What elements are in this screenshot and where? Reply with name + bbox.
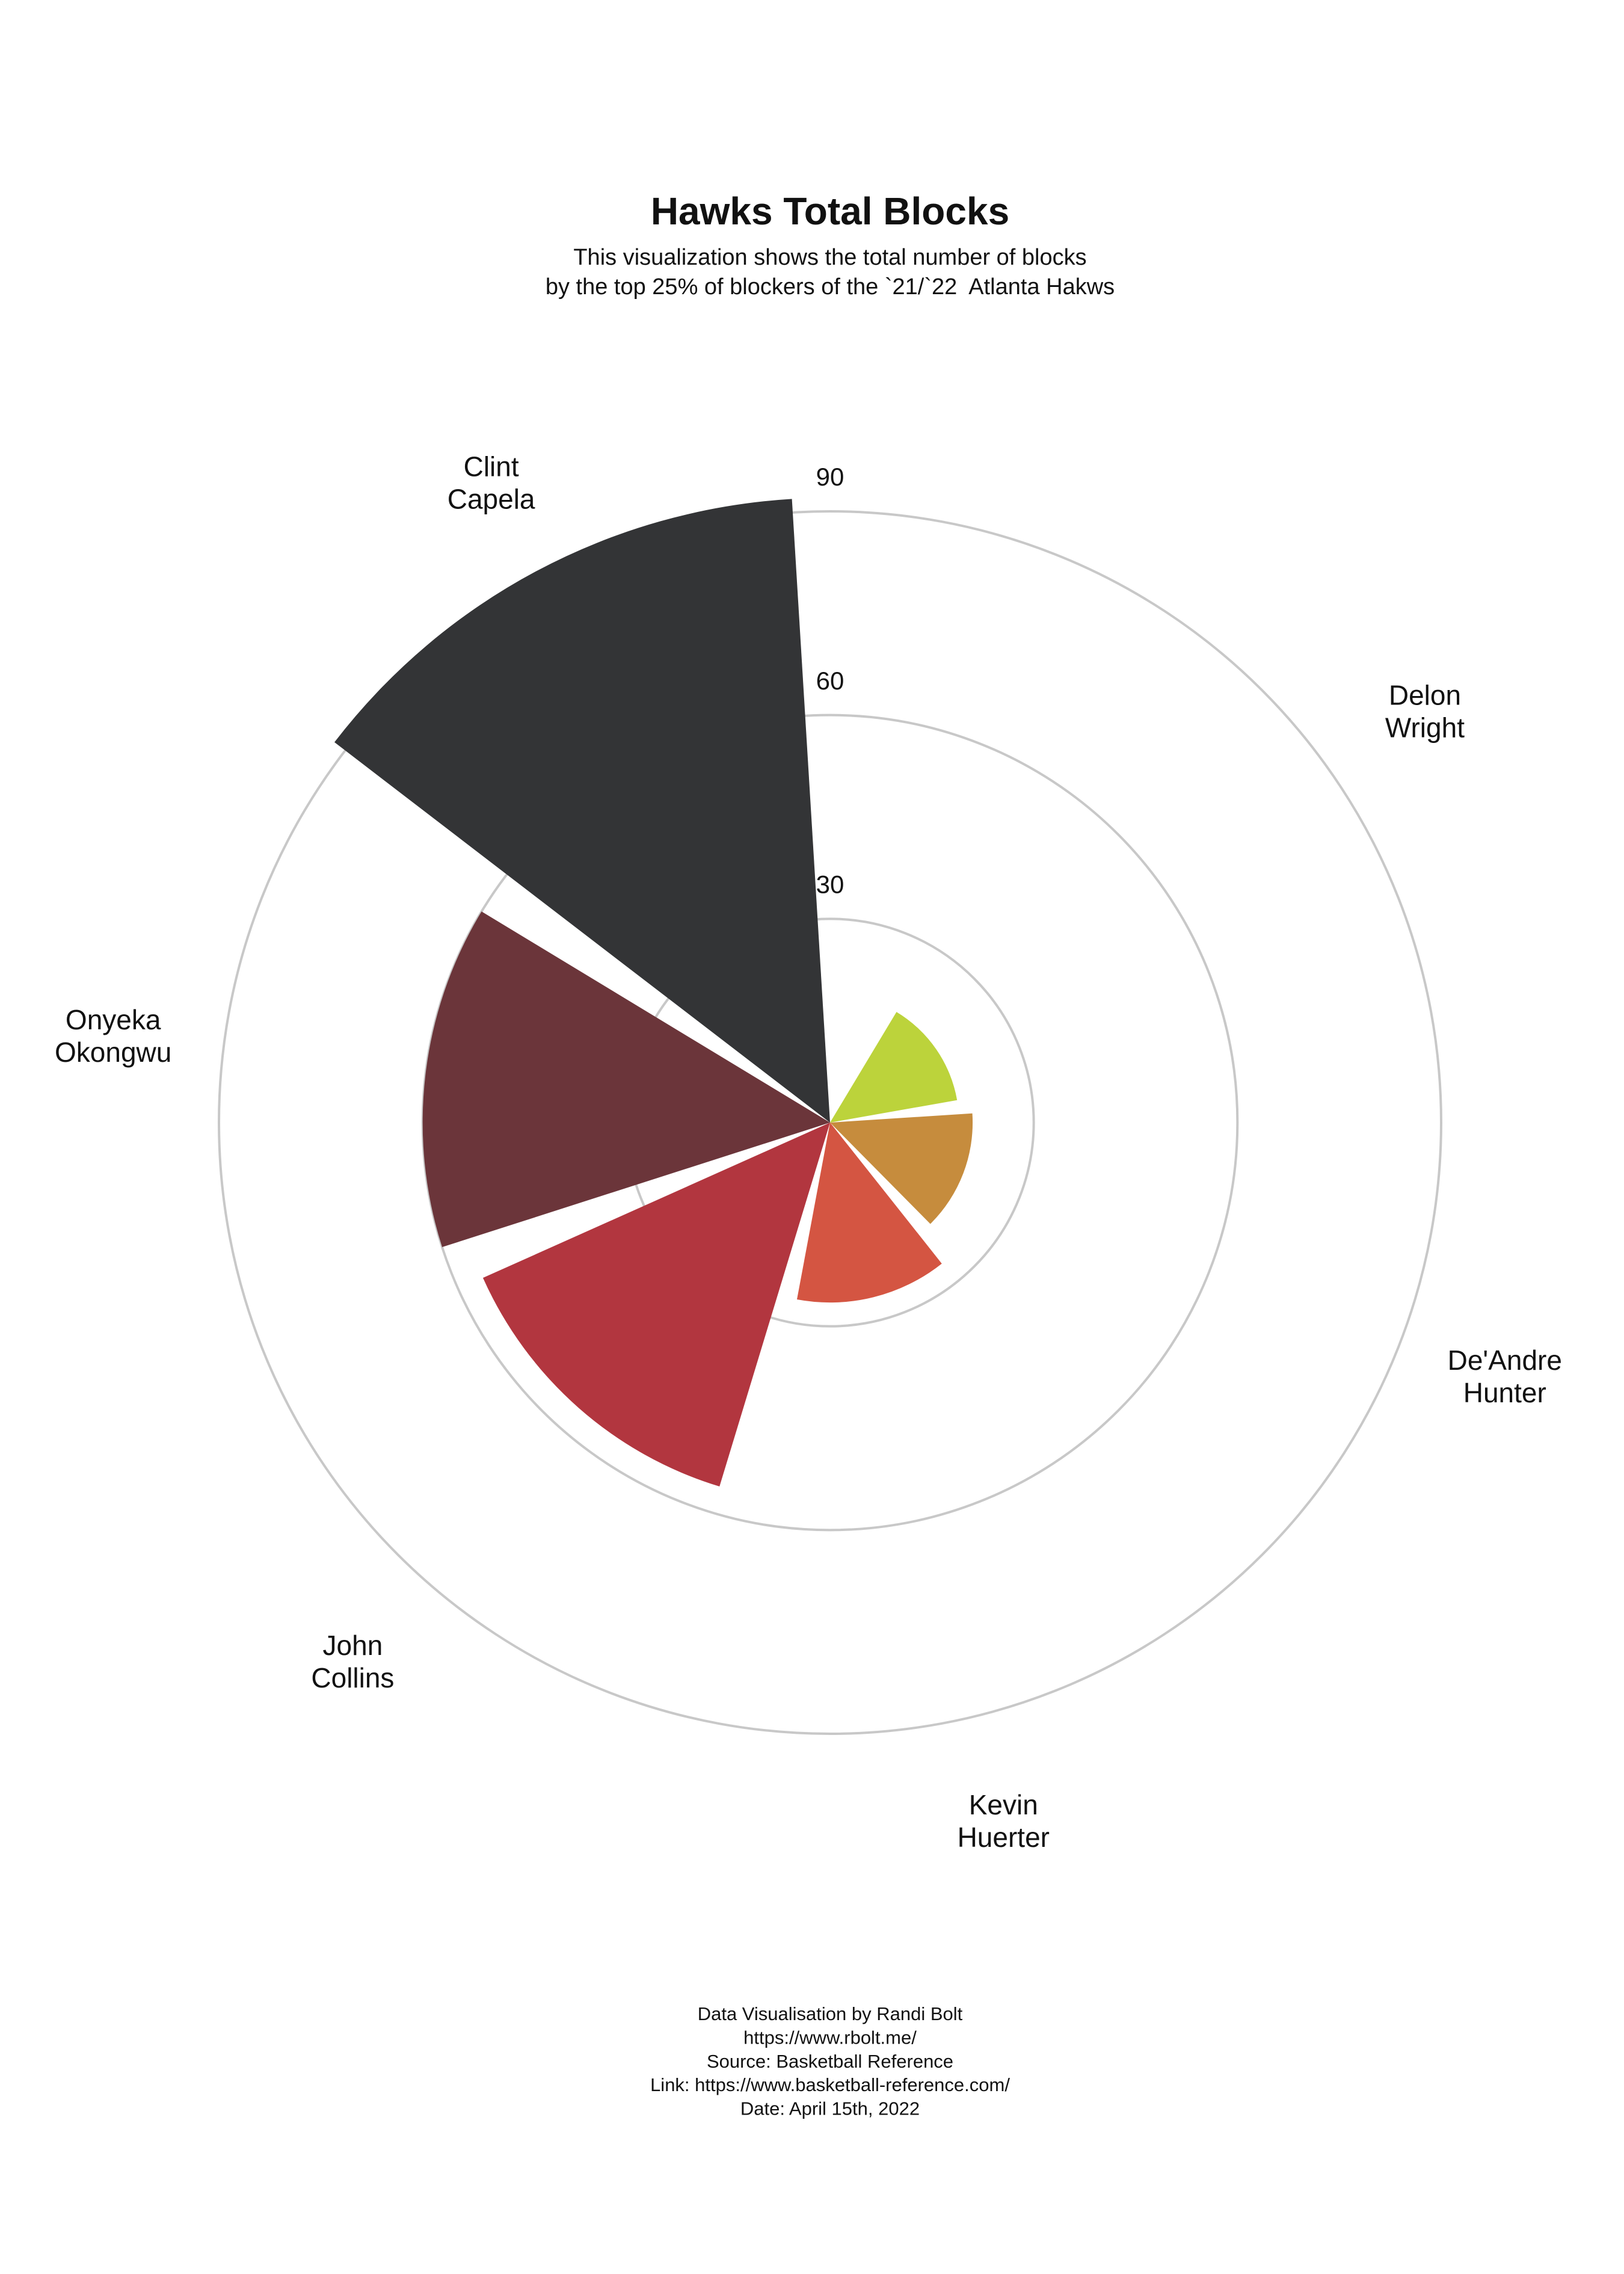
chart-subtitle: by the top 25% of blockers of the `21/`2… [546, 274, 1115, 300]
category-label-line: Collins [311, 1662, 394, 1693]
bar [482, 1123, 830, 1487]
footer-line: Link: https://www.basketball-reference.c… [650, 2074, 1010, 2095]
y-tick-label: 90 [816, 463, 844, 491]
bar [422, 911, 830, 1248]
category-label: Kevin Huerter [958, 1789, 1050, 1853]
footer-line: Date: April 15th, 2022 [740, 2098, 920, 2119]
y-tick-label: 30 [816, 870, 844, 898]
grid-ring [218, 510, 1442, 1735]
category-label-line: Kevin [969, 1789, 1038, 1820]
category-label-line: John [323, 1630, 383, 1661]
category-label: Clint Capela [448, 451, 535, 515]
category-label: Delon Wright [1385, 679, 1465, 743]
bar [796, 1123, 942, 1303]
footer-line: Data Visualisation by Randi Bolt [698, 2003, 963, 2024]
category-label-line: Delon [1389, 679, 1461, 710]
category-label: De'Andre Hunter [1448, 1345, 1562, 1408]
category-label: Onyeka Okongwu [55, 1004, 171, 1068]
category-label-line: De'Andre [1448, 1345, 1562, 1376]
category-label-line: Okongwu [55, 1037, 171, 1068]
footer-line: Source: Basketball Reference [707, 2051, 953, 2072]
category-label-line: Capela [448, 484, 535, 515]
bar [830, 1113, 973, 1224]
footer-line: https://www.rbolt.me/ [743, 2027, 917, 2048]
chart-subtitle: This visualization shows the total numbe… [573, 245, 1086, 270]
chart-title: Hawks Total Blocks [651, 190, 1009, 233]
category-label-line: Onyeka [66, 1004, 161, 1035]
category-label: John Collins [311, 1630, 394, 1693]
category-label-line: Huerter [958, 1822, 1050, 1853]
bar [830, 1012, 958, 1123]
category-label-line: Hunter [1463, 1377, 1546, 1408]
bar [334, 499, 830, 1123]
category-label-line: Wright [1385, 712, 1465, 743]
y-tick-label: 60 [816, 667, 844, 695]
category-label-line: Clint [464, 451, 519, 482]
